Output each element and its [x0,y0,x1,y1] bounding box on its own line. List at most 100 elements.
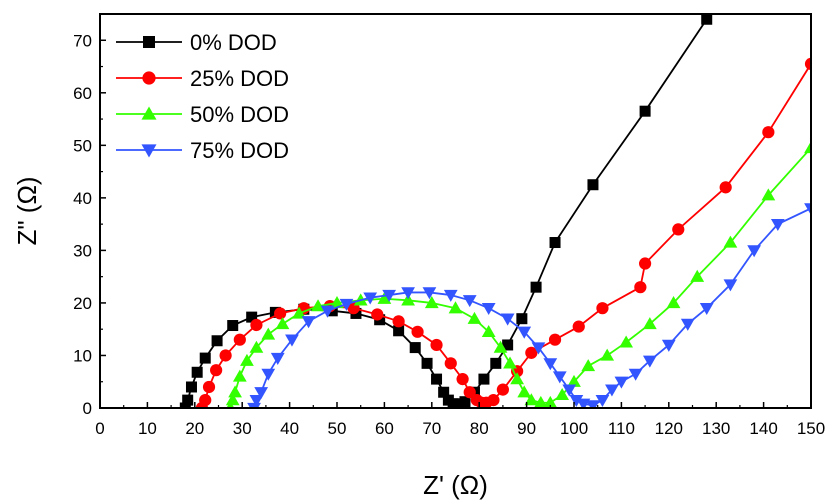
data-point-3-36 [804,203,811,216]
x-tick-label-5: 50 [328,419,347,438]
data-point-3-2 [254,387,269,400]
data-point-1-12 [392,315,405,328]
data-point-3-13 [443,289,458,302]
data-point-0-6 [227,320,239,332]
data-point-3-21 [562,384,577,397]
data-point-0-5 [211,335,223,347]
data-point-3-1 [249,394,264,407]
data-point-3-8 [339,298,354,311]
data-point-3-14 [462,295,477,308]
data-point-0-14 [409,342,421,354]
legend-item-2: 50% DOD [116,102,289,127]
data-point-1-28 [634,281,647,294]
data-point-3-7 [320,305,335,318]
data-point-3-9 [363,292,378,305]
legend-label-2: 50% DOD [190,102,289,127]
data-point-1-26 [572,320,585,333]
data-point-2-13 [401,293,415,306]
axes-layer: 0 10 20 30 40 50 60 70 80 90 100 110 120 130 140 150 0 10… [73,13,825,438]
data-point-1-33 [804,57,811,71]
data-point-3-25 [595,394,610,407]
data-point-2-32 [690,269,705,282]
data-point-1-13 [411,325,424,338]
data-point-1-31 [719,181,732,194]
data-point-2-10 [330,296,344,309]
data-point-1-32 [762,126,775,139]
data-point-2-20 [510,372,524,385]
x-tick-label-1: 10 [138,419,157,438]
series-line-1 [201,63,811,408]
data-point-1-17 [463,386,476,399]
data-point-2-24 [543,395,558,408]
data-point-1-11 [371,308,384,321]
data-point-3-27 [614,376,629,389]
y-tick-label-4: 40 [73,189,92,208]
x-tick-label-6: 60 [375,419,394,438]
data-point-3-17 [517,326,532,339]
data-point-2-29 [619,335,634,348]
x-tick-label-10: 100 [560,419,588,438]
data-point-3-34 [747,245,761,258]
data-point-3-15 [481,303,496,316]
x-tick-label-3: 30 [233,419,252,438]
data-point-2-3 [232,369,247,382]
legend-label-3: 75% DOD [190,138,289,163]
data-point-2-35 [804,141,811,154]
legend-marker-2 [141,106,157,120]
data-point-1-3 [210,364,223,377]
data-point-0-25 [502,339,514,351]
x-tick-label-15: 150 [797,419,825,438]
x-tick-label-11: 110 [608,419,635,438]
data-point-2-4 [240,353,254,366]
y-tick-label-0: 0 [83,399,92,418]
data-point-3-11 [401,287,415,300]
data-point-1-4 [219,349,232,362]
data-point-2-6 [261,327,276,340]
data-point-0-24 [490,357,502,369]
data-point-2-34 [761,188,776,201]
legend-item-3: 75% DOD [116,138,289,163]
data-point-2-1 [225,393,240,406]
data-point-1-2 [202,380,216,394]
legend-item-0: 0% DOD [116,30,277,55]
data-point-2-15 [448,301,463,314]
data-point-3-6 [301,316,316,329]
legend-marker-1 [142,71,156,85]
legend-marker-0 [143,36,155,48]
x-tick-label-4: 40 [280,419,299,438]
data-point-0-7 [246,311,258,323]
data-point-2-27 [581,359,596,372]
data-point-1-21 [487,394,500,407]
data-point-1-14 [430,338,443,352]
x-tick-label-7: 70 [422,419,441,438]
data-point-0-4 [199,352,211,364]
y-tick-label-2: 20 [73,294,92,313]
data-point-1-16 [456,373,469,386]
data-point-1-7 [274,307,287,320]
data-point-3-35 [770,218,785,232]
data-point-3-4 [270,352,285,365]
data-point-3-20 [552,371,567,384]
data-point-0-17 [438,386,450,398]
data-point-2-18 [493,340,508,353]
data-point-2-8 [292,306,306,319]
x-tick-label-9: 90 [517,419,536,438]
series-1 [195,57,811,408]
series-3 [247,203,811,408]
data-point-1-25 [548,333,562,346]
data-point-3-5 [285,334,299,347]
y-tick-label-1: 10 [73,346,92,365]
data-point-1-24 [525,346,538,359]
data-point-0-28 [549,237,561,249]
legend-label-0: 0% DOD [190,30,277,55]
y-tick-label-6: 60 [73,84,92,103]
data-point-3-32 [699,303,714,316]
legend: 0% DOD 25% DOD 50% DOD 75% DOD [116,30,289,163]
data-point-3-29 [642,355,657,368]
data-point-1-5 [233,333,246,346]
y-tick-label-7: 70 [73,31,92,50]
data-point-2-21 [517,385,532,398]
data-point-2-17 [481,324,496,337]
legend-item-1: 25% DOD [116,66,289,91]
data-point-0-20 [452,398,464,408]
